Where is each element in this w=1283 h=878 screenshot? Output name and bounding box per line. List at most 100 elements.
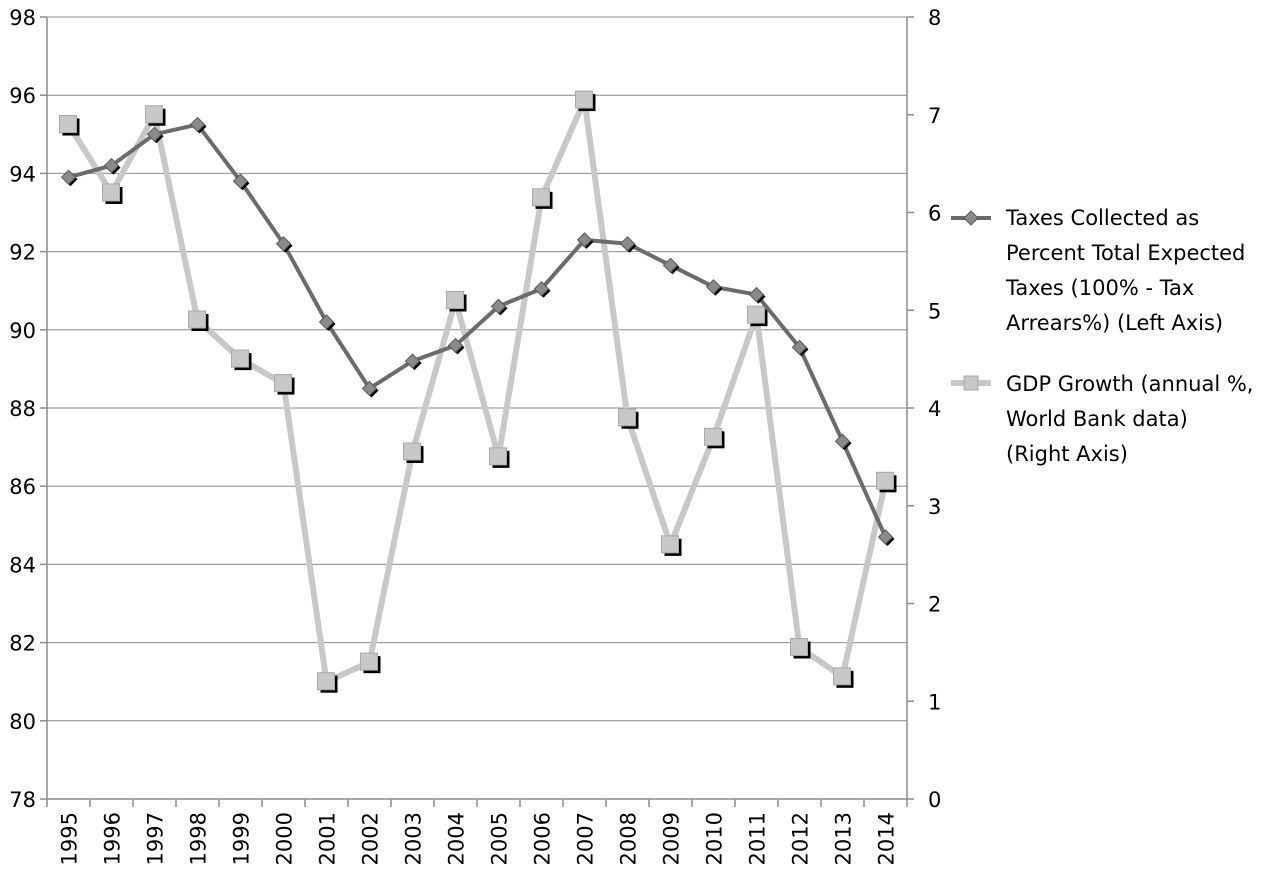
diamond-marker <box>705 279 722 295</box>
diamond-marker <box>662 257 679 273</box>
diamond-marker <box>533 281 550 297</box>
legend: Taxes Collected as Percent Total Expected… <box>951 206 1253 466</box>
data-point-gdp-growth <box>532 188 553 209</box>
right-axis-tick-label: 0 <box>928 788 941 812</box>
data-point-taxes-collected <box>748 286 766 304</box>
data-point-taxes-collected <box>361 380 379 398</box>
x-axis-tick-label: 2009 <box>660 812 684 865</box>
data-point-gdp-growth <box>317 672 338 693</box>
square-marker <box>876 471 894 490</box>
legend-swatch-marker <box>963 375 979 391</box>
square-marker <box>489 447 507 466</box>
diamond-marker <box>189 116 206 133</box>
square-marker <box>661 535 679 554</box>
diamond-marker <box>748 286 765 303</box>
series-taxes-collected <box>60 116 895 547</box>
data-point-taxes-collected <box>447 337 465 355</box>
data-point-taxes-collected <box>404 353 422 371</box>
square-marker <box>790 637 808 656</box>
left-axis-tick-label: 90 <box>9 319 36 343</box>
legend-label-line: Percent Total Expected <box>1006 241 1245 265</box>
data-point-taxes-collected <box>533 281 551 298</box>
series-line-gdp-growth <box>65 97 889 685</box>
legend-label-line: Taxes (100% - Tax <box>1005 276 1194 300</box>
x-axis-tick-label: 1998 <box>187 812 211 865</box>
square-marker <box>747 305 765 324</box>
right-axis-tick-label: 6 <box>928 202 941 226</box>
diamond-marker <box>834 433 851 449</box>
left-axis-tick-label: 98 <box>9 6 36 30</box>
data-point-gdp-growth <box>145 105 166 126</box>
data-point-gdp-growth <box>274 374 295 395</box>
x-axis-tick-label: 2011 <box>746 812 770 865</box>
series-gdp-growth <box>59 90 897 693</box>
x-axis-tick-label: 2014 <box>875 812 899 865</box>
data-point-gdp-growth <box>876 471 897 493</box>
left-axis-tick-labels: 78 80 82 84 86 88 90 92 94 96 98 <box>9 6 36 812</box>
data-point-gdp-growth <box>747 305 768 327</box>
data-point-gdp-growth <box>102 183 123 204</box>
right-axis-tick-labels: 0 1 2 3 4 5 6 7 8 <box>928 6 941 812</box>
square-marker <box>532 188 550 207</box>
data-point-taxes-collected <box>146 126 164 144</box>
x-axis-tick-label: 2008 <box>617 812 641 865</box>
square-marker <box>231 349 249 368</box>
data-point-gdp-growth <box>188 310 209 332</box>
data-point-taxes-collected <box>275 236 293 253</box>
square-marker <box>403 442 421 461</box>
data-point-gdp-growth <box>704 427 725 449</box>
x-axis-tick-label: 2003 <box>402 812 426 865</box>
diamond-marker <box>877 529 894 545</box>
left-axis-tick-label: 96 <box>9 84 36 108</box>
square-marker <box>102 183 120 202</box>
data-point-taxes-collected <box>662 257 680 275</box>
legend-swatch-marker <box>963 210 979 226</box>
left-axis-tick-label: 88 <box>9 397 36 421</box>
data-point-taxes-collected <box>318 314 336 331</box>
x-axis-tick-label: 2006 <box>531 812 555 865</box>
data-point-gdp-growth <box>575 90 596 112</box>
diamond-marker <box>318 314 335 330</box>
right-axis-tick-label: 1 <box>928 690 941 714</box>
square-marker <box>446 290 464 309</box>
left-axis-tick-label: 78 <box>9 788 36 812</box>
right-axis-tick-label: 2 <box>928 593 941 617</box>
x-axis-tick-label: 2004 <box>445 812 469 865</box>
data-point-taxes-collected <box>791 339 809 357</box>
data-point-gdp-growth <box>790 637 811 659</box>
left-axis-tick-label: 94 <box>9 162 36 186</box>
x-axis-tick-label: 2007 <box>574 812 598 865</box>
left-axis-tick-label: 92 <box>9 241 36 265</box>
diamond-marker <box>576 232 593 248</box>
x-axis-tick-label: 2001 <box>316 812 340 865</box>
x-axis-tick-label: 2010 <box>703 812 727 865</box>
square-marker <box>833 667 851 686</box>
data-point-taxes-collected <box>103 157 121 175</box>
diamond-marker <box>275 236 292 252</box>
left-axis-tick-label: 86 <box>9 475 36 499</box>
right-axis-tick-label: 5 <box>928 299 941 323</box>
legend-label-line: Arrears%) (Left Axis) <box>1006 311 1223 335</box>
x-axis-tick-label: 2013 <box>832 812 856 865</box>
data-point-taxes-collected <box>60 169 78 187</box>
data-point-gdp-growth <box>59 115 80 136</box>
legend-label-line: World Bank data) <box>1006 407 1188 431</box>
right-axis-tick-label: 8 <box>928 6 941 30</box>
legend-label-line: GDP Growth (annual %, <box>1006 372 1253 396</box>
data-point-gdp-growth <box>446 290 467 312</box>
left-axis-tick-label: 80 <box>9 710 36 734</box>
diamond-marker <box>361 380 378 397</box>
diamond-marker <box>103 157 120 174</box>
square-marker <box>274 374 292 393</box>
legend-label-line: Taxes Collected as <box>1005 206 1199 230</box>
x-axis-tick-label: 1999 <box>230 812 254 865</box>
x-axis-tick-label: 2012 <box>789 812 813 865</box>
x-axis-tick-label: 2000 <box>273 812 297 865</box>
square-marker <box>618 408 636 427</box>
x-axis-tick-label: 2002 <box>359 812 383 865</box>
legend-entry-taxes-collected: Taxes Collected as Percent Total Expected… <box>951 206 1245 335</box>
data-point-gdp-growth <box>489 447 510 468</box>
x-axis-tick-label: 1997 <box>144 812 168 865</box>
legend-entry-gdp-growth: GDP Growth (annual %, World Bank data) (Ri… <box>951 372 1253 466</box>
